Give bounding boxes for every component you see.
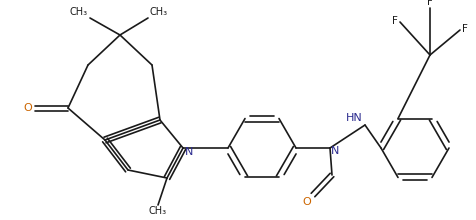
Text: N: N (330, 146, 338, 156)
Text: HN: HN (346, 113, 362, 123)
Text: F: F (426, 0, 432, 7)
Text: F: F (461, 24, 467, 34)
Text: N: N (185, 147, 193, 157)
Text: CH₃: CH₃ (149, 7, 168, 17)
Text: O: O (302, 197, 310, 207)
Text: O: O (23, 103, 32, 113)
Text: CH₃: CH₃ (149, 206, 167, 216)
Text: F: F (391, 16, 397, 26)
Text: CH₃: CH₃ (69, 7, 88, 17)
